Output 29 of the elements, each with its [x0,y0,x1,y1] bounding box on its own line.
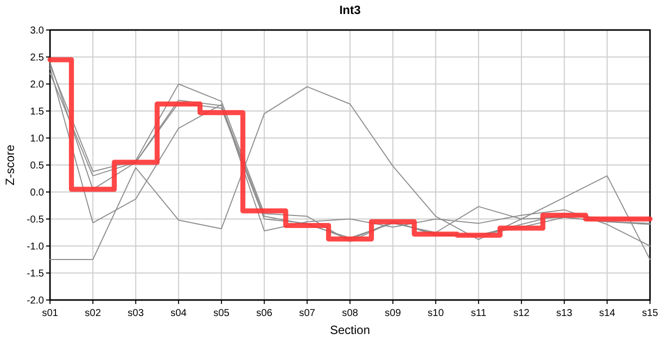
y-tick-label: -1.0 [26,242,44,252]
x-tick-label: s13 [556,308,573,319]
y-tick-label: 0.5 [30,160,44,172]
x-tick-label: s10 [428,308,444,319]
y-tick-label: 2.0 [30,80,44,90]
y-tick-label: 0.0 [30,188,44,198]
y-tick-label: 1.5 [30,106,44,118]
x-tick-label: s04 [170,308,188,319]
x-tick-label: s12 [513,308,530,319]
x-tick-label: s05 [213,308,230,319]
x-tick-label: s08 [342,308,358,319]
x-tick-label: s03 [128,308,144,319]
chart-title: Int3 [339,3,361,17]
x-tick-label: s11 [470,308,487,319]
x-tick-label: s07 [299,308,316,319]
y-tick-label: 1.0 [30,134,44,144]
y-tick-label: 3.0 [30,26,44,36]
x-tick-label: s09 [384,308,402,319]
y-tick-label: -1.5 [26,268,44,280]
x-axis-title: Section [330,323,370,337]
y-tick-label: -0.5 [26,214,44,226]
x-tick-label: s14 [599,308,616,319]
y-axis-title: Z-score [3,144,17,186]
x-tick-label: s06 [256,308,273,319]
y-tick-label: -2.0 [26,296,44,306]
y-tick-label: 2.5 [30,52,44,64]
x-tick-label: s02 [84,308,102,319]
x-tick-label: s01 [42,308,58,319]
x-tick-label: s15 [642,308,658,319]
